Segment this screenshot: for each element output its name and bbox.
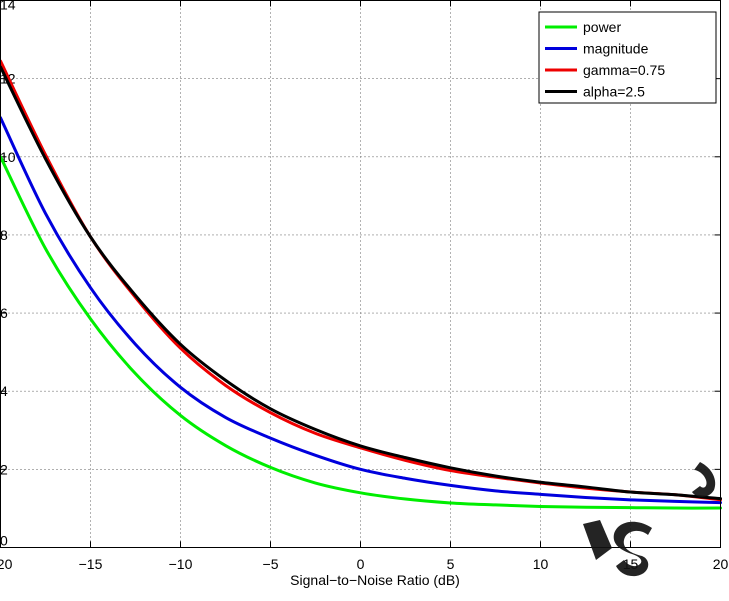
x-tick-label: −15 bbox=[79, 556, 103, 572]
series-lines bbox=[0, 59, 722, 510]
watermark bbox=[583, 462, 716, 577]
watermark-mark-2 bbox=[613, 521, 652, 577]
x-axis-label: Signal−to−Noise Ratio (dB) bbox=[290, 572, 460, 588]
x-tick-label: 20 bbox=[713, 556, 729, 572]
series-line-gamma-0-75 bbox=[0, 59, 722, 502]
grid bbox=[0, 0, 721, 548]
series-line-power bbox=[0, 155, 722, 510]
series-line-magnitude bbox=[0, 116, 722, 505]
legend-label-gamma-0-75: gamma=0.75 bbox=[583, 62, 665, 78]
y-tick-label: 0 bbox=[0, 533, 8, 549]
watermark-mark-1 bbox=[583, 520, 612, 560]
plot-frame bbox=[0, 0, 721, 548]
y-tick-label: 4 bbox=[0, 383, 8, 399]
y-tick-label: 2 bbox=[0, 461, 8, 477]
legend-label-magnitude: magnitude bbox=[583, 41, 649, 57]
x-tick-label: 0 bbox=[357, 556, 365, 572]
x-tick-label: 10 bbox=[533, 556, 549, 572]
x-tick-label: −5 bbox=[263, 556, 279, 572]
legend-label-power: power bbox=[583, 19, 621, 35]
legend-items: power magnitude gamma=0.75 alpha=2.5 bbox=[545, 19, 665, 100]
x-tick-label: −20 bbox=[0, 556, 13, 572]
legend-label-alpha-2-5: alpha=2.5 bbox=[583, 84, 645, 100]
y-tick-label: 14 bbox=[0, 0, 16, 13]
y-tick-label: 6 bbox=[0, 305, 8, 321]
series-line-alpha-2-5 bbox=[0, 65, 722, 501]
legend: power magnitude gamma=0.75 alpha=2.5 bbox=[538, 11, 717, 104]
y-tick-label: 8 bbox=[0, 227, 8, 243]
x-tick-label: 5 bbox=[447, 556, 455, 572]
watermark-mark-3 bbox=[692, 462, 716, 497]
x-tick-label: −10 bbox=[169, 556, 193, 572]
